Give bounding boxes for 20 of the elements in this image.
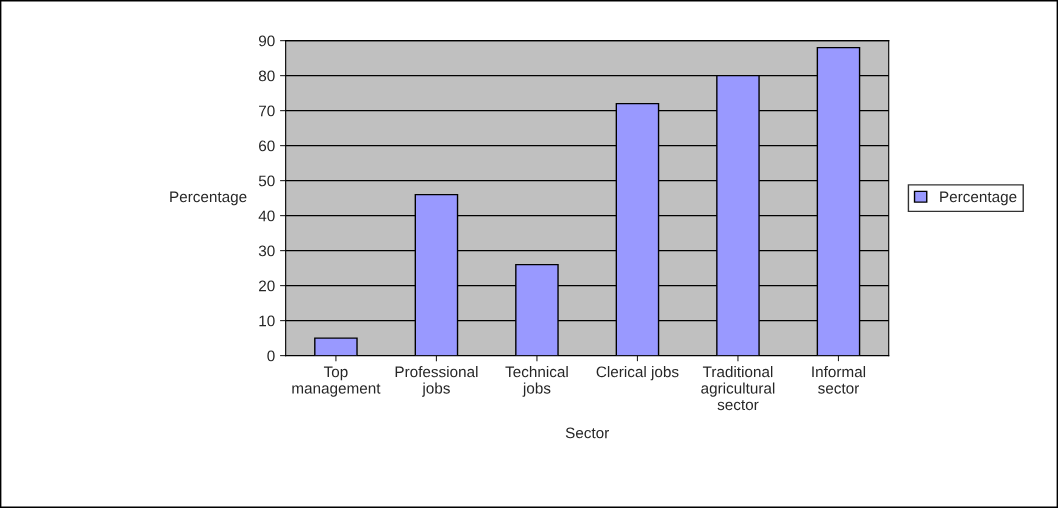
y-tick-label: 0 bbox=[267, 350, 275, 362]
y-tick-label: 10 bbox=[259, 315, 275, 327]
x-tick-label: Technical jobs bbox=[505, 366, 568, 397]
y-tick-label: 60 bbox=[259, 140, 275, 152]
y-tick-label: 50 bbox=[258, 175, 275, 187]
y-tick-label: 70 bbox=[259, 105, 275, 117]
x-tick-label: Clerical jobs bbox=[596, 366, 679, 381]
y-axis-title: Percentage bbox=[170, 191, 247, 206]
y-tick-label: 30 bbox=[258, 245, 275, 257]
y-tick-label: 80 bbox=[258, 70, 275, 82]
legend-label: Percentage bbox=[940, 191, 1017, 206]
x-tick-label: Professional jobs bbox=[395, 366, 478, 397]
bar bbox=[314, 337, 358, 356]
x-tick-label: Top management bbox=[292, 366, 381, 397]
y-tick-label: 20 bbox=[259, 280, 275, 292]
y-tick-label: 40 bbox=[258, 210, 275, 222]
x-tick-label: Informal sector bbox=[812, 366, 866, 394]
x-axis-title: Sector bbox=[565, 427, 610, 439]
x-tick-label: Traditional agricultural sector bbox=[701, 366, 775, 411]
y-tick-label: 90 bbox=[258, 35, 275, 47]
